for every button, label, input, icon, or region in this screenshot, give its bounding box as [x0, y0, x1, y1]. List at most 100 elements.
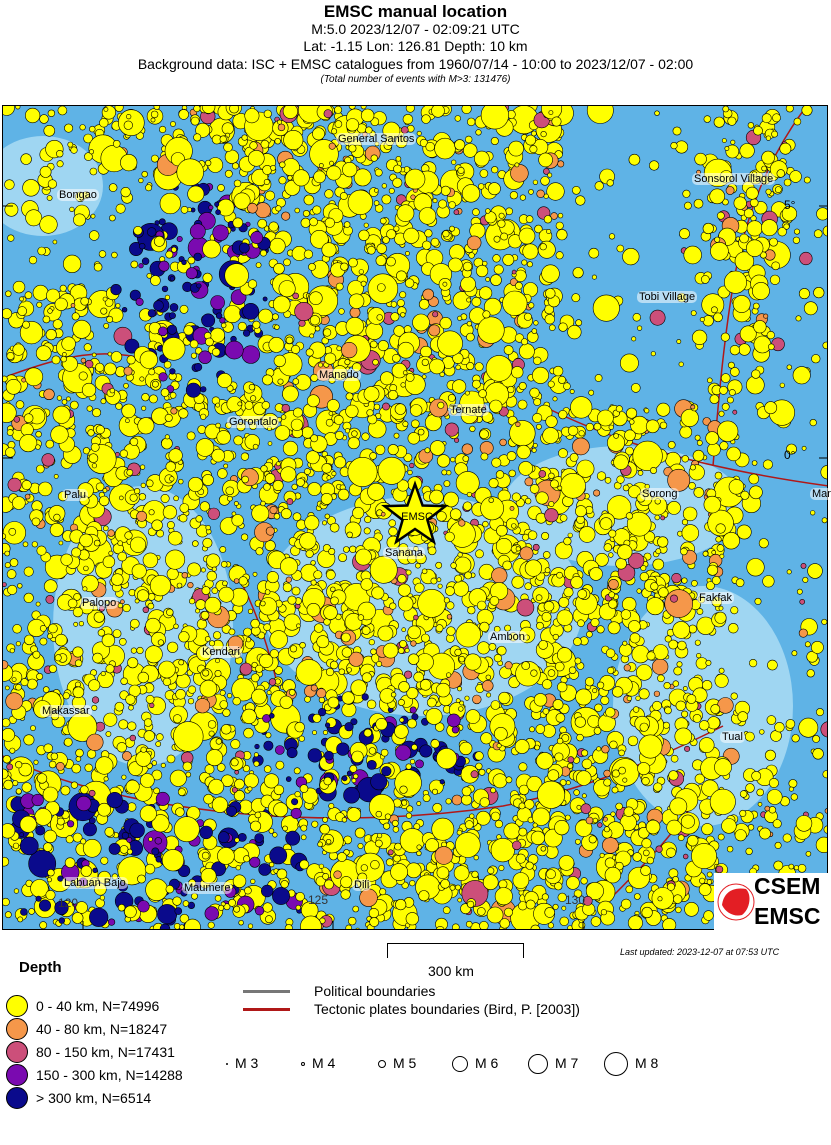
earthquake-marker [709, 188, 726, 205]
earthquake-marker [130, 647, 137, 654]
earthquake-marker [516, 598, 535, 617]
earthquake-marker [593, 727, 602, 735]
earthquake-marker [195, 515, 203, 523]
earthquake-marker [130, 618, 140, 629]
earthquake-marker [541, 611, 552, 622]
earthquake-marker [123, 366, 133, 376]
earthquake-marker [532, 442, 538, 448]
earthquake-marker [204, 764, 215, 775]
earthquake-marker [251, 688, 267, 705]
earthquake-marker [161, 849, 185, 872]
earthquake-marker [126, 355, 136, 365]
earthquake-marker [51, 355, 61, 365]
earthquake-marker [655, 548, 662, 555]
earthquake-marker [190, 352, 197, 359]
earthquake-marker [366, 409, 374, 417]
earthquake-marker [83, 343, 92, 352]
earthquake-marker [169, 476, 175, 482]
earthquake-marker [629, 419, 635, 425]
earthquake-marker [185, 267, 198, 280]
earthquake-marker [464, 820, 474, 830]
earthquake-marker [95, 425, 105, 435]
earthquake-marker [333, 414, 344, 425]
earthquake-marker [166, 567, 179, 580]
earthquake-marker [566, 876, 580, 890]
earthquake-marker [404, 168, 426, 190]
earthquake-marker [3, 375, 8, 383]
earthquake-marker [104, 827, 115, 837]
earthquake-marker [454, 139, 466, 151]
earthquake-marker [224, 169, 233, 178]
earthquake-marker [324, 352, 337, 365]
earthquake-marker [178, 631, 190, 643]
earthquake-marker [126, 469, 134, 476]
earthquake-marker [711, 306, 718, 314]
earthquake-marker [662, 721, 670, 729]
earthquake-marker [601, 745, 610, 754]
earthquake-marker [639, 572, 649, 582]
earthquake-marker [205, 159, 212, 167]
earthquake-marker [788, 863, 795, 870]
earthquake-marker [479, 169, 489, 178]
earthquake-marker [280, 880, 289, 889]
earthquake-marker [327, 696, 340, 709]
earthquake-marker [95, 482, 105, 492]
earthquake-marker [672, 680, 679, 687]
earthquake-marker [238, 919, 244, 926]
earthquake-marker [31, 793, 44, 807]
earthquake-marker [407, 432, 420, 445]
earthquake-marker [532, 179, 539, 185]
earthquake-marker [254, 811, 262, 819]
earthquake-marker [472, 208, 480, 216]
earthquake-marker [154, 220, 160, 226]
earthquake-marker [291, 345, 301, 355]
earthquake-marker [42, 315, 51, 324]
earthquake-marker [221, 724, 232, 735]
earthquake-marker [444, 531, 455, 542]
earthquake-marker [169, 303, 179, 312]
earthquake-marker [491, 457, 502, 468]
earthquake-marker [623, 664, 631, 672]
earthquake-marker [186, 431, 196, 441]
earthquake-marker [416, 850, 422, 856]
earthquake-marker [17, 916, 24, 923]
earthquake-marker [199, 501, 210, 512]
earthquake-marker [564, 814, 571, 821]
earthquake-marker [589, 567, 603, 581]
earthquake-marker [394, 403, 407, 415]
earthquake-marker [72, 686, 85, 699]
earthquake-marker [759, 729, 765, 735]
earthquake-marker [60, 785, 71, 796]
earthquake-marker [490, 837, 515, 863]
earthquake-marker [158, 260, 170, 272]
earthquake-marker [108, 550, 114, 556]
earthquake-marker [22, 320, 30, 329]
seismicity-map[interactable]: EMSC [2, 105, 828, 930]
earthquake-marker [585, 816, 594, 825]
earthquake-marker [158, 218, 166, 226]
earthquake-marker [530, 669, 538, 677]
earthquake-marker [763, 313, 769, 319]
earthquake-marker [39, 215, 58, 234]
earthquake-marker [54, 654, 62, 662]
earthquake-marker [344, 428, 351, 434]
earthquake-marker [548, 472, 555, 479]
earthquake-marker [410, 404, 423, 417]
earthquake-marker [115, 203, 126, 214]
earthquake-marker [550, 212, 558, 220]
earthquake-marker [185, 382, 201, 398]
earthquake-marker [540, 176, 550, 186]
earthquake-marker [166, 754, 176, 764]
earthquake-marker [745, 239, 764, 257]
earthquake-marker [137, 417, 155, 435]
earthquake-marker [151, 847, 160, 856]
earthquake-marker [694, 152, 707, 166]
earthquake-marker [500, 232, 508, 241]
earthquake-marker [161, 437, 173, 450]
earthquake-marker [810, 510, 816, 516]
earthquake-marker [308, 262, 316, 271]
earthquake-marker [227, 692, 233, 699]
earthquake-marker [66, 396, 71, 402]
earthquake-marker [84, 763, 93, 772]
earthquake-marker [799, 598, 806, 605]
